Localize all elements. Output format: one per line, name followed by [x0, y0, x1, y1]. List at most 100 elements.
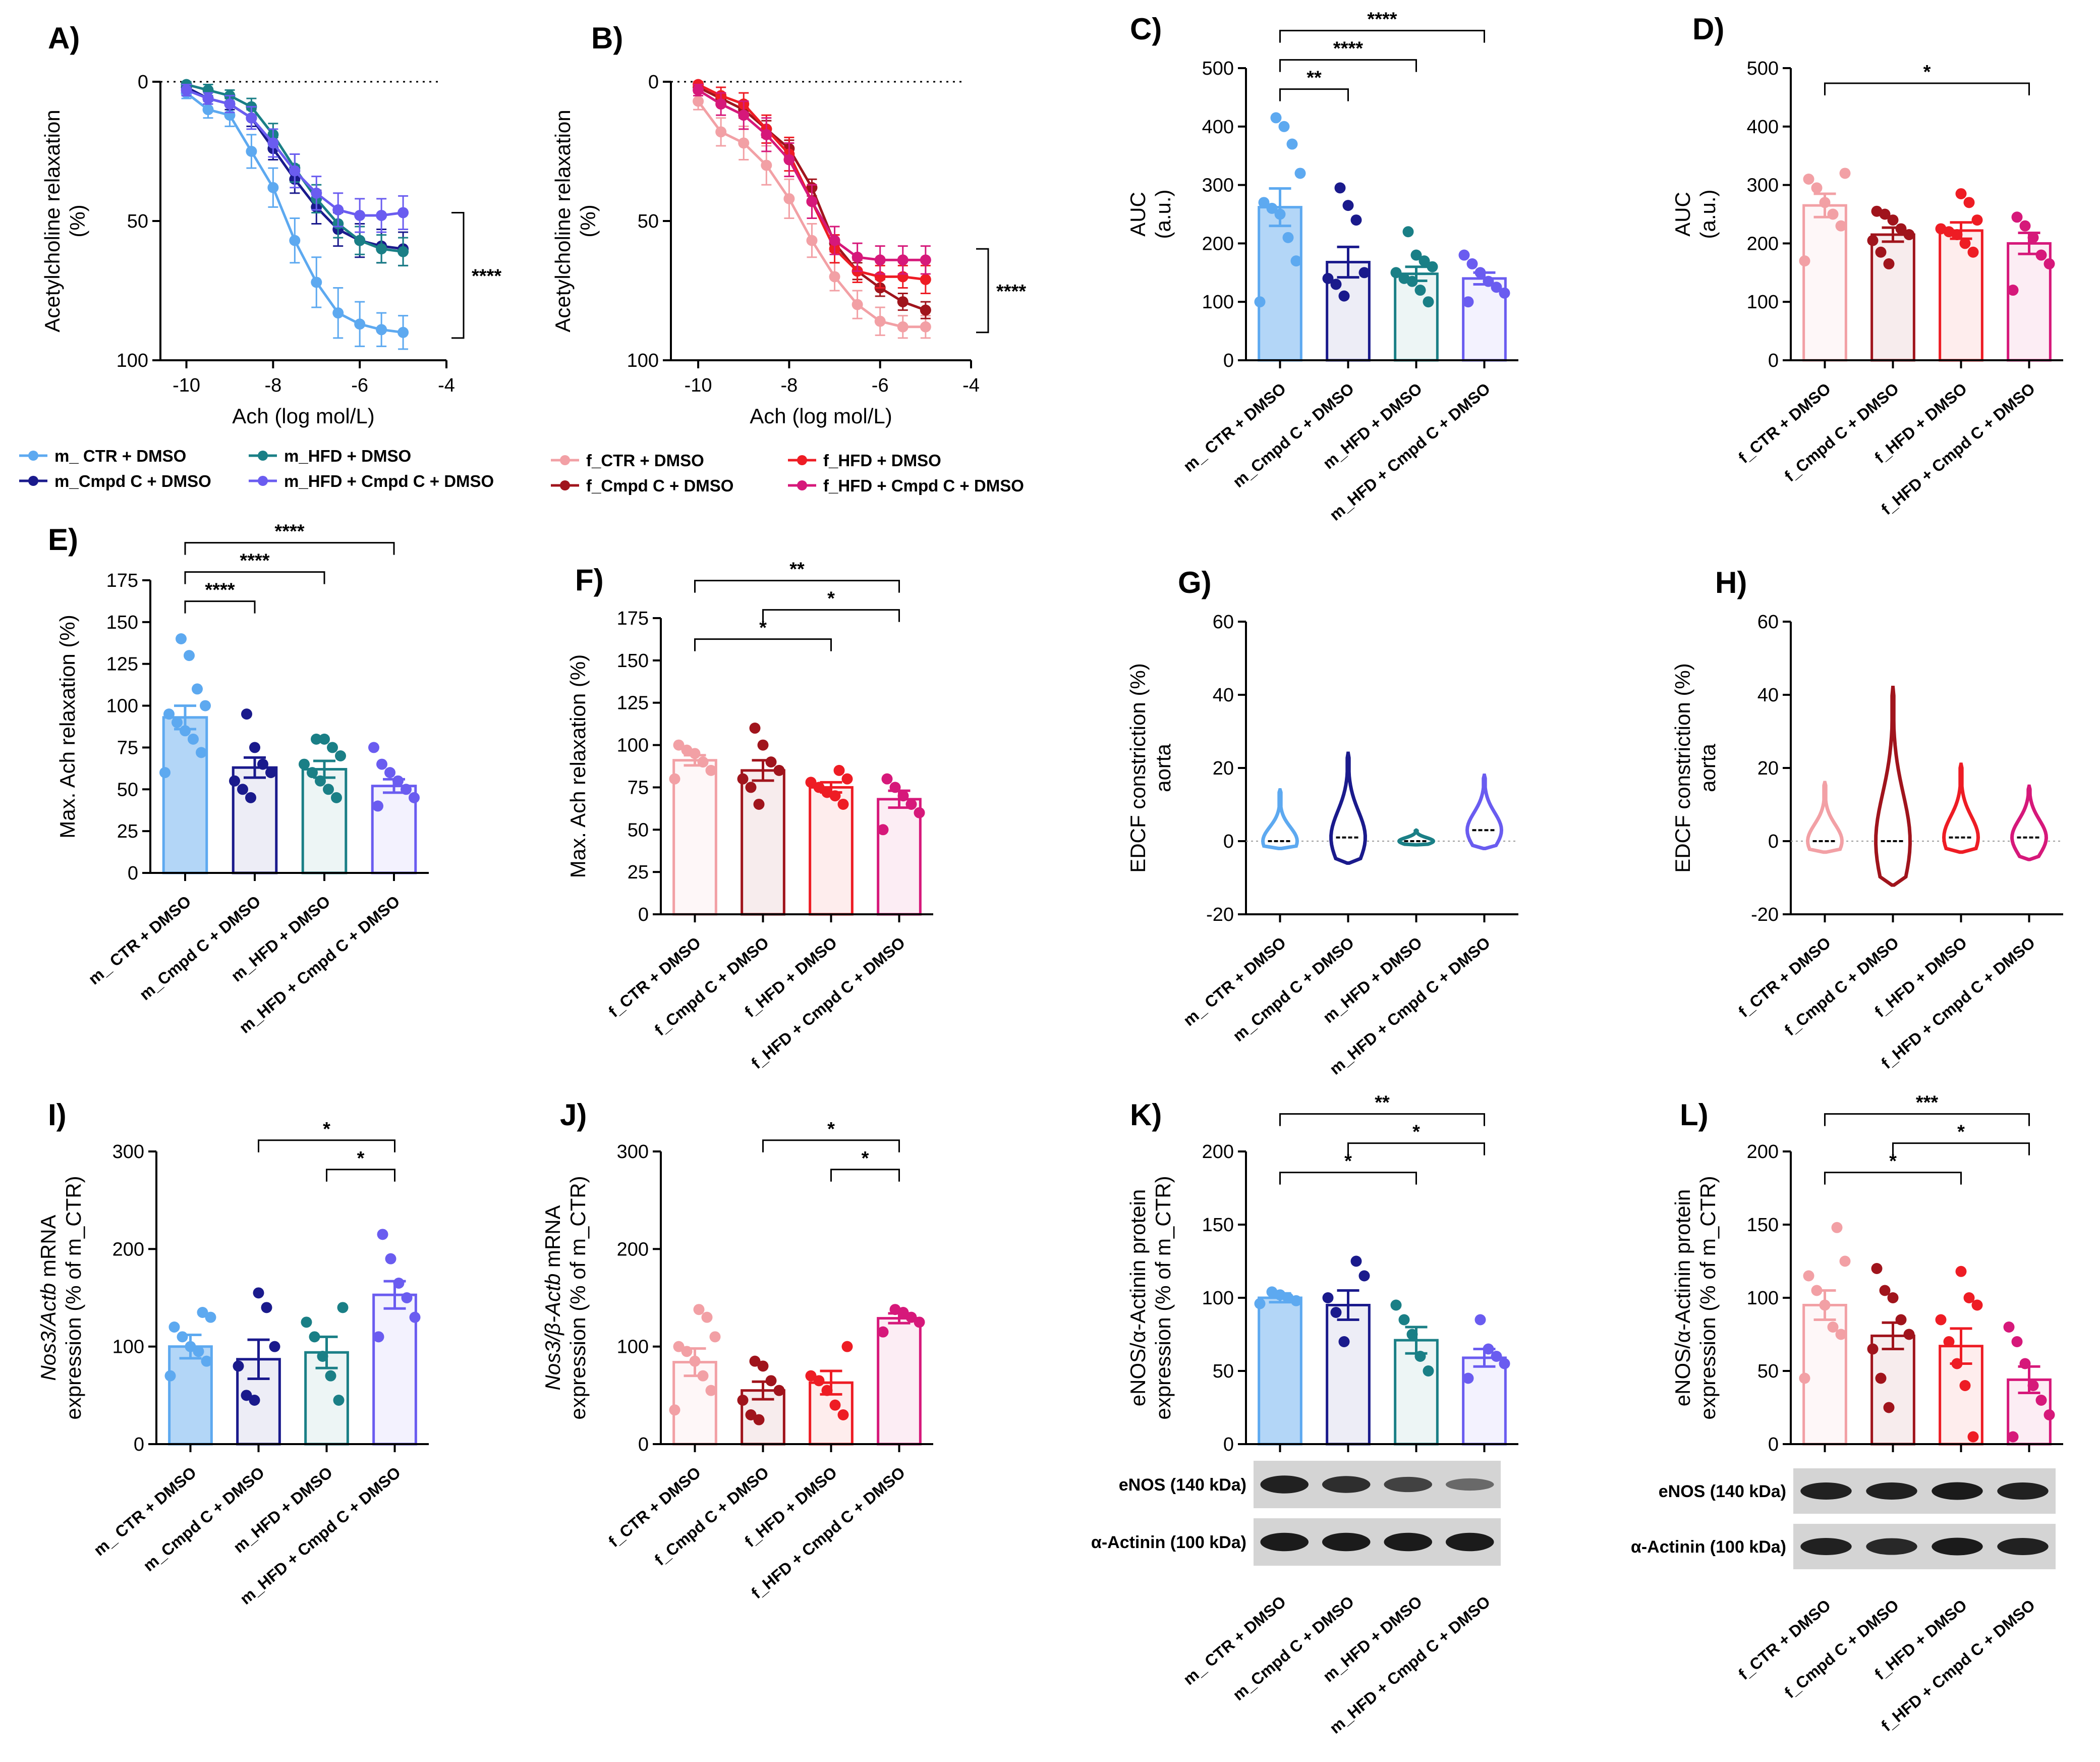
- y-axis-label: AUC: [1126, 192, 1150, 237]
- y-tick-label: 300: [1202, 175, 1234, 196]
- legend-swatch-marker: [28, 476, 38, 486]
- legend-label: m_HFD + DMSO: [284, 447, 411, 465]
- panel-label: H): [1715, 566, 1747, 599]
- data-point: [196, 747, 207, 758]
- blot-band: [1932, 1482, 1983, 1500]
- data-point: [301, 1316, 312, 1328]
- category-label: f_Cmpd C + DMSO: [1781, 1596, 1902, 1702]
- data-point: [2035, 1395, 2047, 1406]
- data-point: [681, 1346, 693, 1357]
- data-point: [249, 742, 260, 753]
- data-point: [2003, 1322, 2015, 1333]
- y-tick-label: 100: [1202, 1288, 1234, 1309]
- data-point: [1499, 1358, 1510, 1369]
- data-point: [1935, 1314, 1947, 1326]
- data-point: [2007, 1431, 2019, 1443]
- y-tick-label: -20: [1751, 904, 1779, 925]
- data-point: [333, 1395, 345, 1406]
- significance-bracket: [1347, 1142, 1485, 1155]
- y-axis-label: AUC: [1671, 192, 1694, 237]
- data-point: [673, 1341, 685, 1352]
- data-point: [398, 207, 409, 218]
- violin-shape: [1806, 781, 1844, 854]
- data-point: [202, 93, 214, 104]
- data-point: [914, 1316, 925, 1328]
- data-point: [1414, 1351, 1426, 1362]
- category-label: m_Cmpd C + DMSO: [1229, 379, 1357, 491]
- legend-swatch-marker: [28, 451, 38, 461]
- y-tick-label: 0: [1223, 1434, 1234, 1455]
- significance-bracket: [694, 580, 900, 593]
- legend-label: m_ CTR + DMSO: [54, 447, 186, 465]
- x-axis-label: Ach (log mol/L): [750, 404, 892, 428]
- data-point: [233, 1360, 244, 1372]
- y-tick-label: 300: [1747, 175, 1779, 196]
- panel-label: B): [591, 21, 623, 55]
- data-point: [307, 767, 318, 779]
- data-point: [261, 1302, 272, 1313]
- data-point: [332, 307, 344, 319]
- significance-bracket: [1279, 59, 1417, 72]
- data-point: [1819, 197, 1831, 208]
- category-label: m_Cmpd C + DMSO: [1229, 933, 1357, 1045]
- data-point: [881, 773, 893, 785]
- data-point: [1935, 223, 1947, 235]
- legend-swatch-marker: [560, 480, 570, 490]
- data-point: [701, 1311, 713, 1323]
- data-point: [2011, 211, 2023, 223]
- y-tick-label: 200: [112, 1239, 144, 1260]
- data-point: [897, 296, 909, 308]
- data-point: [745, 782, 757, 793]
- y-tick-label: 0: [648, 72, 659, 93]
- data-point: [697, 756, 709, 768]
- data-point: [1827, 1322, 1839, 1333]
- data-point: [1871, 205, 1883, 217]
- blot-band: [1384, 1476, 1433, 1493]
- data-point: [1883, 258, 1895, 269]
- data-point: [681, 744, 693, 756]
- bar: [2007, 242, 2052, 362]
- significance-bracket: [258, 1139, 395, 1152]
- y-axis-label: (%): [66, 204, 89, 237]
- data-point: [757, 1360, 769, 1372]
- data-point: [192, 683, 203, 695]
- data-point: [1427, 261, 1438, 272]
- data-point: [813, 782, 825, 793]
- blot-band: [1445, 1532, 1494, 1552]
- significance-label: *: [357, 1148, 365, 1169]
- significance-label: *: [1923, 62, 1931, 83]
- blot-band: [1866, 1538, 1917, 1555]
- data-point: [874, 315, 886, 327]
- y-tick-label: 50: [1757, 1361, 1779, 1382]
- data-point: [202, 104, 214, 116]
- y-tick-label: 75: [117, 737, 138, 758]
- significance-label: *: [759, 618, 767, 639]
- data-point: [377, 1229, 388, 1240]
- x-tick-label: -4: [962, 375, 980, 396]
- data-point: [1338, 290, 1350, 302]
- y-tick-label: 0: [1768, 1434, 1779, 1455]
- x-tick-label: -10: [173, 375, 200, 396]
- significance-bracket: [976, 248, 989, 334]
- data-point: [257, 758, 268, 770]
- significance-label: **: [1375, 1092, 1390, 1114]
- y-axis-label-rest: mRNA: [541, 1205, 564, 1273]
- data-point: [253, 1287, 264, 1299]
- data-point: [1458, 249, 1470, 261]
- y-tick-label: 0: [1768, 831, 1779, 852]
- significance-bracket: [1279, 88, 1349, 101]
- data-point: [317, 1351, 328, 1362]
- significance-bracket: [762, 1139, 900, 1152]
- data-point: [1278, 121, 1290, 132]
- data-point: [1835, 1329, 1847, 1340]
- category-label: m_Cmpd C + DMSO: [1229, 1592, 1357, 1704]
- significance-label: ***: [1916, 1092, 1939, 1114]
- significance-bracket: [762, 609, 900, 622]
- data-point: [897, 321, 909, 333]
- y-axis-label: expression (% of m_CTR): [1696, 1176, 1720, 1419]
- significance-label: ****: [472, 266, 501, 287]
- data-point: [1258, 197, 1270, 208]
- violin-shape: [1397, 828, 1436, 847]
- y-tick-label: 60: [1213, 612, 1234, 633]
